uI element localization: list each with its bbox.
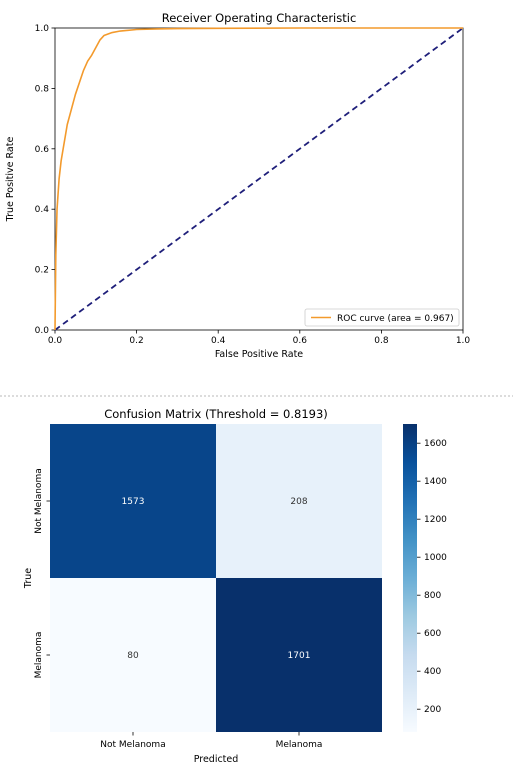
cm-cell-value: 1701 [288,651,311,661]
cm-ylabel: True [23,568,34,589]
cm-colorbar-tick-label: 1600 [424,439,447,449]
roc-y-tick-label: 0.0 [35,326,50,336]
roc-legend-box [304,308,460,327]
roc-curve-line [54,27,463,331]
cm-cell-value: 208 [290,497,307,507]
roc-x-tick-label: 1.0 [456,336,471,346]
cm-title: Confusion Matrix (Threshold = 0.8193) [104,407,328,421]
roc-y-tick-label: 1.0 [35,24,50,34]
cm-colorbar-tick-label: 1000 [424,553,447,563]
cm-colorbar-tick-label: 400 [424,667,441,677]
cm-cell [216,578,382,732]
cm-cell [50,424,216,578]
cm-colorbar-tick-label: 1200 [424,515,447,525]
roc-ylabel: True Positive Rate [5,137,16,223]
cm-colorbar [403,424,417,732]
roc-y-tick-label: 0.2 [35,266,49,276]
roc-title: Receiver Operating Characteristic [162,11,357,25]
roc-x-tick-label: 0.0 [48,336,63,346]
cm-colorbar-tick-label: 600 [424,629,441,639]
cm-colorbar-ticks: 200 400 600 800 1000 1200 1400 1600 [417,439,447,715]
roc-legend: ROC curve (area = 0.967) [304,308,460,327]
cm-y-tick-label: Melanoma [34,632,44,679]
cm-cell-value: 80 [127,651,139,661]
cm-x-tick-label: Melanoma [276,740,323,750]
cm-colorbar-tick-label: 1400 [424,477,447,487]
cm-y-tick-label: Not Melanoma [34,468,44,533]
roc-y-tick-label: 0.8 [35,84,50,94]
cm-ticks: Not Melanoma Melanoma Not Melanoma Melanoma [34,468,322,750]
cm-cell [50,578,216,732]
roc-x-tick-label: 0.6 [293,336,308,346]
roc-lines [54,27,464,331]
roc-ticks: 0.0 0.2 0.4 0.6 0.8 1.0 0.0 0.2 0.4 0.6 0.8 1.0 [35,24,471,346]
roc-y-tick-label: 0.6 [35,145,50,155]
cm-cells: 1573 208 80 1701 [50,424,382,732]
cm-cell-value: 1573 [122,497,145,507]
cm-xlabel: Predicted [194,754,239,765]
confusion-matrix: Confusion Matrix (Threshold = 0.8193) 15… [23,407,447,765]
roc-chart: Receiver Operating Characteristic 0.0 0.2… [5,11,470,360]
roc-x-tick-label: 0.4 [211,336,226,346]
cm-cell [216,424,382,578]
cm-colorbar-tick-label: 200 [424,705,441,715]
roc-x-tick-label: 0.2 [129,336,143,346]
roc-chance-line [54,27,464,331]
roc-x-tick-label: 0.8 [374,336,389,346]
roc-legend-label: ROC curve (area = 0.967) [337,314,454,324]
cm-colorbar-tick-label: 800 [424,591,441,601]
roc-y-tick-label: 0.4 [35,205,50,215]
roc-xlabel: False Positive Rate [215,349,303,360]
cm-x-tick-label: Not Melanoma [100,740,165,750]
